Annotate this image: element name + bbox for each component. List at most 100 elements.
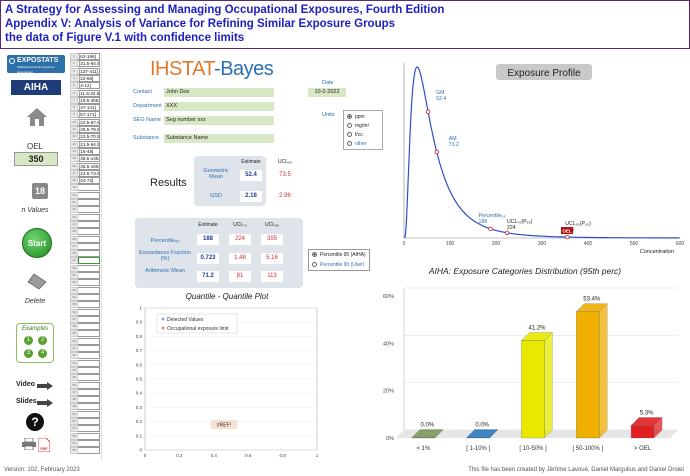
data-value-cell[interactable] bbox=[78, 330, 100, 338]
data-value-cell[interactable] bbox=[78, 366, 100, 374]
data-value-cell[interactable] bbox=[78, 352, 100, 360]
data-value-cell[interactable] bbox=[78, 220, 100, 228]
aiha-y-tick-label: 40% bbox=[383, 341, 394, 347]
percentile-95-aiha-option[interactable]: Percentile 95 (AIHA) bbox=[312, 252, 366, 258]
data-value-cell[interactable]: [57-171] bbox=[78, 111, 100, 119]
eraser-icon[interactable] bbox=[26, 272, 48, 290]
example-4-button[interactable]: 4 bbox=[38, 349, 47, 358]
data-value-cell[interactable] bbox=[78, 315, 100, 323]
data-value-cell[interactable]: [24.5-73.5] bbox=[78, 169, 100, 177]
data-value-cell[interactable] bbox=[78, 425, 100, 433]
data-value-cell[interactable] bbox=[78, 345, 100, 352]
pdf-icon[interactable]: PDF bbox=[37, 437, 51, 453]
data-value-cell[interactable] bbox=[78, 439, 100, 447]
data-value-cell[interactable] bbox=[78, 264, 100, 272]
print-icon[interactable] bbox=[22, 438, 36, 450]
data-row: 45 bbox=[70, 374, 100, 382]
data-value-cell[interactable] bbox=[78, 410, 100, 418]
example-3-button[interactable]: 3 bbox=[24, 349, 33, 358]
qq-legend-oel-marker bbox=[161, 326, 165, 330]
aiha-categories-chart: AIHA: Exposure Categories Distribution (… bbox=[360, 266, 690, 462]
data-value-cell[interactable] bbox=[78, 286, 100, 294]
data-value-cell[interactable] bbox=[78, 381, 100, 389]
data-value-cell[interactable]: [22-66] bbox=[78, 74, 100, 82]
slides-link[interactable]: Slides bbox=[16, 398, 37, 405]
data-value-cell[interactable] bbox=[78, 447, 100, 455]
data-value-cell[interactable] bbox=[78, 213, 100, 221]
data-value-cell[interactable] bbox=[78, 301, 100, 309]
data-value-cell[interactable]: [137-411] bbox=[78, 67, 100, 75]
data-value-cell[interactable] bbox=[78, 359, 100, 367]
oel-label: OEL bbox=[26, 142, 43, 151]
data-value-cell[interactable] bbox=[78, 337, 100, 345]
video-link[interactable]: Video bbox=[16, 381, 35, 388]
qq-y-tick-label: 0.8 bbox=[136, 334, 143, 339]
data-value-cell[interactable]: [22.5-67.5] bbox=[78, 118, 100, 126]
date-field[interactable]: 10-2-2022 bbox=[308, 88, 346, 97]
expostats-logo[interactable]: EXPOSTATS Statistical tools for exposure… bbox=[7, 55, 65, 74]
data-value-cell[interactable] bbox=[78, 235, 100, 243]
example-1-button[interactable]: 1 bbox=[24, 336, 33, 345]
data-value-cell[interactable]: [48.5-145.5] bbox=[78, 155, 100, 163]
data-value-cell[interactable] bbox=[78, 308, 100, 316]
data-value-cell[interactable] bbox=[78, 374, 100, 382]
data-row: 51 bbox=[70, 418, 100, 425]
data-value-cell[interactable] bbox=[78, 403, 100, 411]
home-icon[interactable] bbox=[26, 107, 48, 127]
aiha-bar-front bbox=[630, 425, 655, 439]
data-value-cell[interactable] bbox=[78, 388, 100, 396]
data-value-cell[interactable] bbox=[78, 257, 100, 265]
video-arrow-icon[interactable] bbox=[37, 382, 53, 390]
aiha-bar-top bbox=[466, 429, 499, 438]
data-value-cell[interactable] bbox=[78, 242, 100, 250]
data-value-cell[interactable]: [23.5-70.5] bbox=[78, 133, 100, 141]
data-value-cell[interactable] bbox=[78, 293, 100, 301]
data-value-cell[interactable] bbox=[78, 191, 100, 199]
data-value-cell[interactable] bbox=[78, 184, 100, 192]
data-value-cell[interactable]: [62-186] bbox=[78, 53, 100, 60]
start-button[interactable]: Start bbox=[22, 228, 52, 258]
data-value-cell[interactable] bbox=[78, 228, 100, 236]
data-row: 12 [23.5-70.5] bbox=[70, 133, 100, 141]
seg-name-field[interactable]: Seg number xxx bbox=[164, 116, 274, 125]
data-value-cell[interactable]: [36.5-109.5] bbox=[78, 162, 100, 170]
data-value-cell[interactable]: [47-141] bbox=[78, 104, 100, 112]
qq-x-tick-label: 0.4 bbox=[211, 453, 218, 458]
data-value-cell[interactable] bbox=[78, 432, 100, 440]
contact-field[interactable]: John Doe bbox=[164, 88, 274, 97]
data-value-cell[interactable]: [4-12] bbox=[78, 82, 100, 90]
example-2-button[interactable]: 2 bbox=[38, 336, 47, 345]
help-button[interactable]: ? bbox=[26, 413, 44, 431]
data-value-cell[interactable]: [26.5-79.5] bbox=[78, 126, 100, 133]
data-row-index: 35 bbox=[70, 301, 78, 309]
slides-arrow-icon[interactable] bbox=[37, 399, 53, 407]
data-value-cell[interactable] bbox=[78, 323, 100, 331]
data-value-cell[interactable] bbox=[78, 279, 100, 287]
unit-option-ppm[interactable]: ppm bbox=[347, 114, 365, 120]
aiha-logo[interactable]: AIHA bbox=[11, 80, 61, 95]
oel-value-field[interactable]: 350 bbox=[14, 152, 58, 166]
aiha-y-tick-label: 20% bbox=[383, 389, 394, 395]
data-value-cell[interactable] bbox=[78, 272, 100, 279]
percentile-90-user-option[interactable]: Percentile 90 (User) bbox=[312, 262, 364, 268]
department-field[interactable]: XXX bbox=[164, 102, 274, 111]
data-value-cell[interactable]: [21.5-64.5] bbox=[78, 140, 100, 148]
data-value-cell[interactable] bbox=[78, 250, 100, 258]
unit-option-fcc[interactable]: f/cc bbox=[347, 132, 363, 138]
data-value-cell[interactable] bbox=[78, 396, 100, 404]
data-value-cell[interactable]: [19.5-358.5] bbox=[78, 96, 100, 104]
unit-option-other[interactable]: other bbox=[347, 141, 366, 147]
data-value-cell[interactable]: [24-72] bbox=[78, 177, 100, 185]
data-value-cell[interactable]: [11.5-34.5] bbox=[78, 89, 100, 97]
substance-field[interactable]: Substance Name bbox=[164, 134, 274, 143]
data-value-cell[interactable]: [31.5-94.5] bbox=[78, 60, 100, 68]
data-value-cell[interactable]: [16-48] bbox=[78, 147, 100, 155]
data-row-index: 32 bbox=[70, 279, 78, 287]
data-row-index: 4 bbox=[70, 74, 78, 82]
unit-option-mgm3[interactable]: mg/m³ bbox=[347, 123, 369, 129]
profile-title-box bbox=[496, 64, 592, 80]
data-value-cell[interactable] bbox=[78, 418, 100, 425]
data-value-cell[interactable] bbox=[78, 199, 100, 206]
data-row-index: 3 bbox=[70, 67, 78, 75]
data-value-cell[interactable] bbox=[78, 206, 100, 214]
